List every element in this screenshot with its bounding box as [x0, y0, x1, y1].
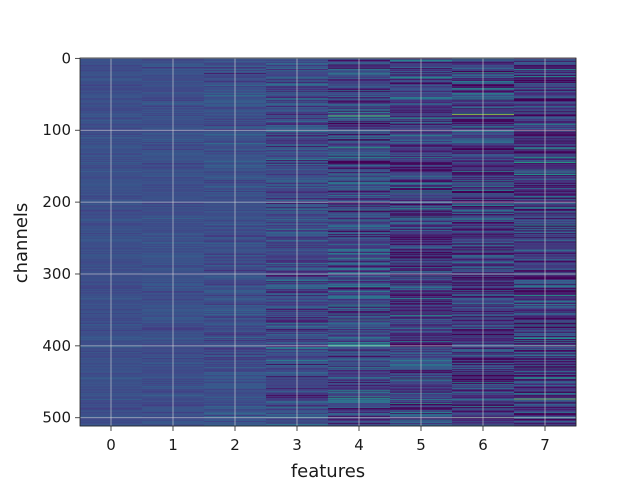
- plot-frame: [79, 57, 577, 427]
- y-axis-ticks: 0 100 200 300 400 500: [42, 49, 80, 427]
- x-tick-label: 7: [540, 436, 550, 454]
- x-tick-label: 0: [106, 436, 116, 454]
- y-tick-label: 0: [61, 49, 71, 67]
- grid-lines: [80, 57, 576, 426]
- x-tick-label: 2: [230, 436, 240, 454]
- y-tick-label: 100: [42, 121, 71, 139]
- x-axis-label: features: [291, 461, 365, 480]
- y-axis-label: channels: [11, 203, 32, 284]
- x-axis-ticks: 0 1 2 3 4 5 6 7: [106, 426, 550, 454]
- heatmap-cells: [80, 58, 577, 427]
- x-tick-label: 4: [354, 436, 364, 454]
- y-tick-label: 500: [42, 409, 71, 427]
- x-tick-label: 6: [478, 436, 488, 454]
- x-tick-label: 3: [292, 436, 302, 454]
- y-tick-label: 400: [42, 337, 71, 355]
- x-tick-label: 5: [416, 436, 426, 454]
- y-tick-label: 300: [42, 265, 71, 283]
- y-tick-label: 200: [42, 193, 71, 211]
- x-tick-label: 1: [168, 436, 178, 454]
